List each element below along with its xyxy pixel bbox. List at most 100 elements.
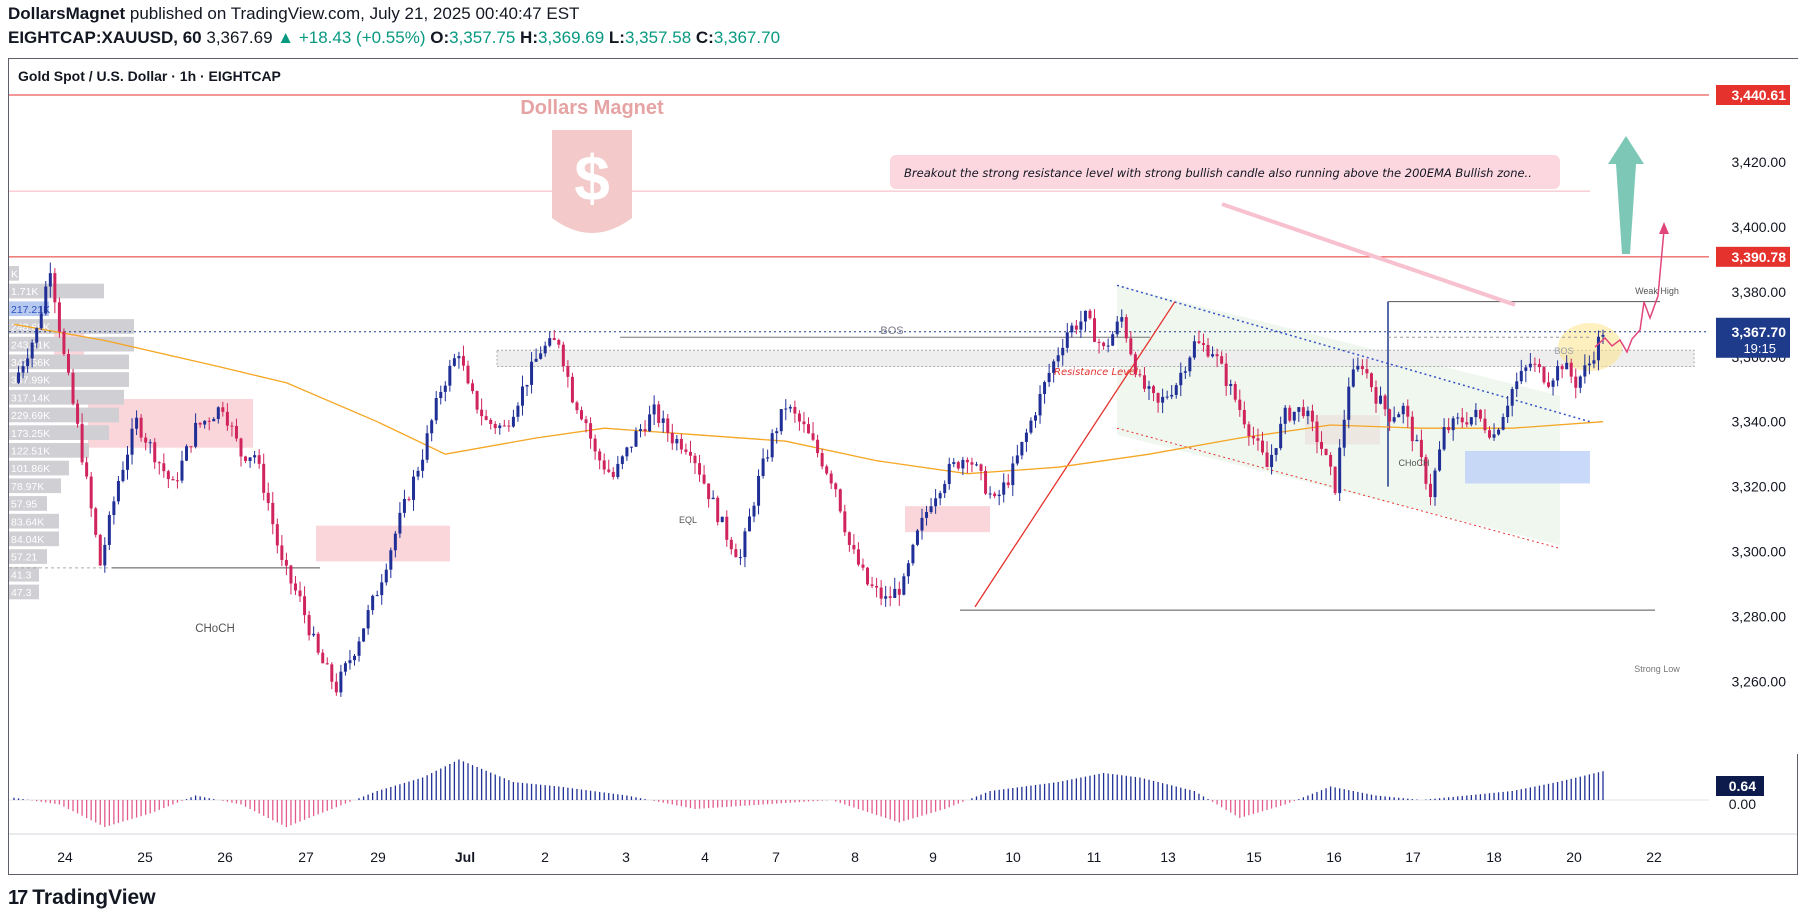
candle-body (439, 391, 443, 398)
candle-body (198, 422, 202, 425)
candle (1410, 411, 1414, 452)
candle (843, 504, 847, 536)
candle-body (321, 652, 325, 664)
candle (1483, 409, 1487, 434)
candle (480, 398, 484, 426)
volume-profile-bar (9, 425, 109, 440)
time-tick: 2 (541, 849, 549, 865)
candle (875, 577, 879, 598)
candle (829, 470, 833, 489)
candle-body (979, 464, 983, 471)
oscillator-zero-value: 0.00 (1729, 796, 1756, 812)
candle-body (221, 407, 225, 412)
candle (185, 444, 189, 462)
current-price-value: 3,367.70 (1732, 324, 1787, 340)
candle (1397, 411, 1401, 418)
candle-body (1397, 414, 1401, 418)
candle (53, 268, 57, 314)
candle (847, 531, 851, 552)
candle-body (1338, 447, 1342, 494)
candle (666, 414, 670, 442)
candle (1188, 355, 1192, 377)
candle-body (266, 492, 270, 503)
bar-countdown: 19:15 (1743, 341, 1776, 356)
candle-body (89, 476, 93, 509)
candle-body (729, 539, 733, 550)
volume-profile-bar (9, 372, 129, 387)
volume-profile-bar (9, 283, 104, 299)
price-axis[interactable]: 3,260.00 3,280.00 3,300.00 3,320.00 3,340.00… (1709, 59, 1798, 754)
candle (965, 457, 969, 474)
watermark-dollar-icon: $ (574, 142, 610, 214)
candle-body (834, 483, 838, 490)
projection-path (1594, 229, 1665, 354)
candle-body (1074, 325, 1078, 330)
candle (1288, 405, 1292, 423)
candle (1315, 414, 1319, 454)
eql-label: EQL (679, 515, 697, 525)
candle (929, 497, 933, 514)
candle-body (1093, 318, 1097, 342)
candle (1424, 454, 1428, 490)
candle-body (1106, 345, 1110, 347)
candle-body (1301, 407, 1305, 417)
candle (593, 434, 597, 460)
candle-body (1578, 376, 1582, 388)
candle-body (1129, 338, 1133, 355)
volume-profile-label: 57.95 (11, 499, 37, 511)
candle (1442, 418, 1446, 451)
price-tick: 3,380.00 (1732, 284, 1787, 300)
candle (1224, 353, 1228, 396)
volume-profile-label: 122.51K (11, 446, 50, 458)
time-tick: 16 (1326, 849, 1342, 865)
oscillator-value-tag (1716, 776, 1764, 796)
candle (1392, 406, 1396, 424)
volume-profile-bar (9, 549, 47, 564)
candle-body (1206, 344, 1210, 357)
candle (811, 422, 815, 442)
candle-body (747, 516, 751, 532)
candle-body (298, 590, 302, 597)
candle (861, 558, 865, 571)
candle (770, 429, 774, 462)
candle (879, 580, 883, 606)
candle (1034, 412, 1037, 428)
candle-body (734, 549, 738, 558)
candle (1074, 320, 1078, 335)
candle (189, 446, 193, 453)
candle (1088, 308, 1092, 320)
candle-body (1006, 482, 1010, 486)
candle (484, 409, 488, 421)
breakout-highlight (1558, 323, 1622, 372)
candle-body (884, 596, 888, 599)
candle (1501, 413, 1505, 431)
candle-body (779, 409, 783, 432)
candle (1242, 401, 1246, 429)
candle (947, 457, 951, 490)
candle-body (489, 419, 493, 424)
tradingview-footer: 17 TradingView (8, 886, 156, 910)
candle (834, 482, 838, 498)
publisher-name[interactable]: DollarsMagnet (8, 4, 126, 23)
candle-body (879, 587, 883, 599)
candle-body (770, 433, 774, 458)
watermark-shield-icon (552, 130, 632, 233)
candle-body (929, 506, 933, 513)
candle-body (1065, 332, 1069, 348)
candle (943, 480, 947, 499)
candle-body (1587, 363, 1591, 366)
candle-body (670, 432, 674, 444)
candle (1360, 359, 1364, 376)
time-axis[interactable]: 24 25 26 27 29 Jul 2 3 4 7 8 9 10 11 13 15 16 17 18 20 22 (9, 833, 1797, 865)
candle-body (30, 342, 34, 359)
candle-body (625, 447, 629, 457)
candle (866, 566, 870, 586)
candle (1560, 363, 1564, 379)
low-label: L: (608, 28, 625, 47)
candle-body (203, 420, 207, 425)
candle-body (1560, 366, 1564, 370)
candle-body (330, 664, 334, 682)
candle (870, 576, 874, 589)
candle-body (502, 425, 506, 427)
